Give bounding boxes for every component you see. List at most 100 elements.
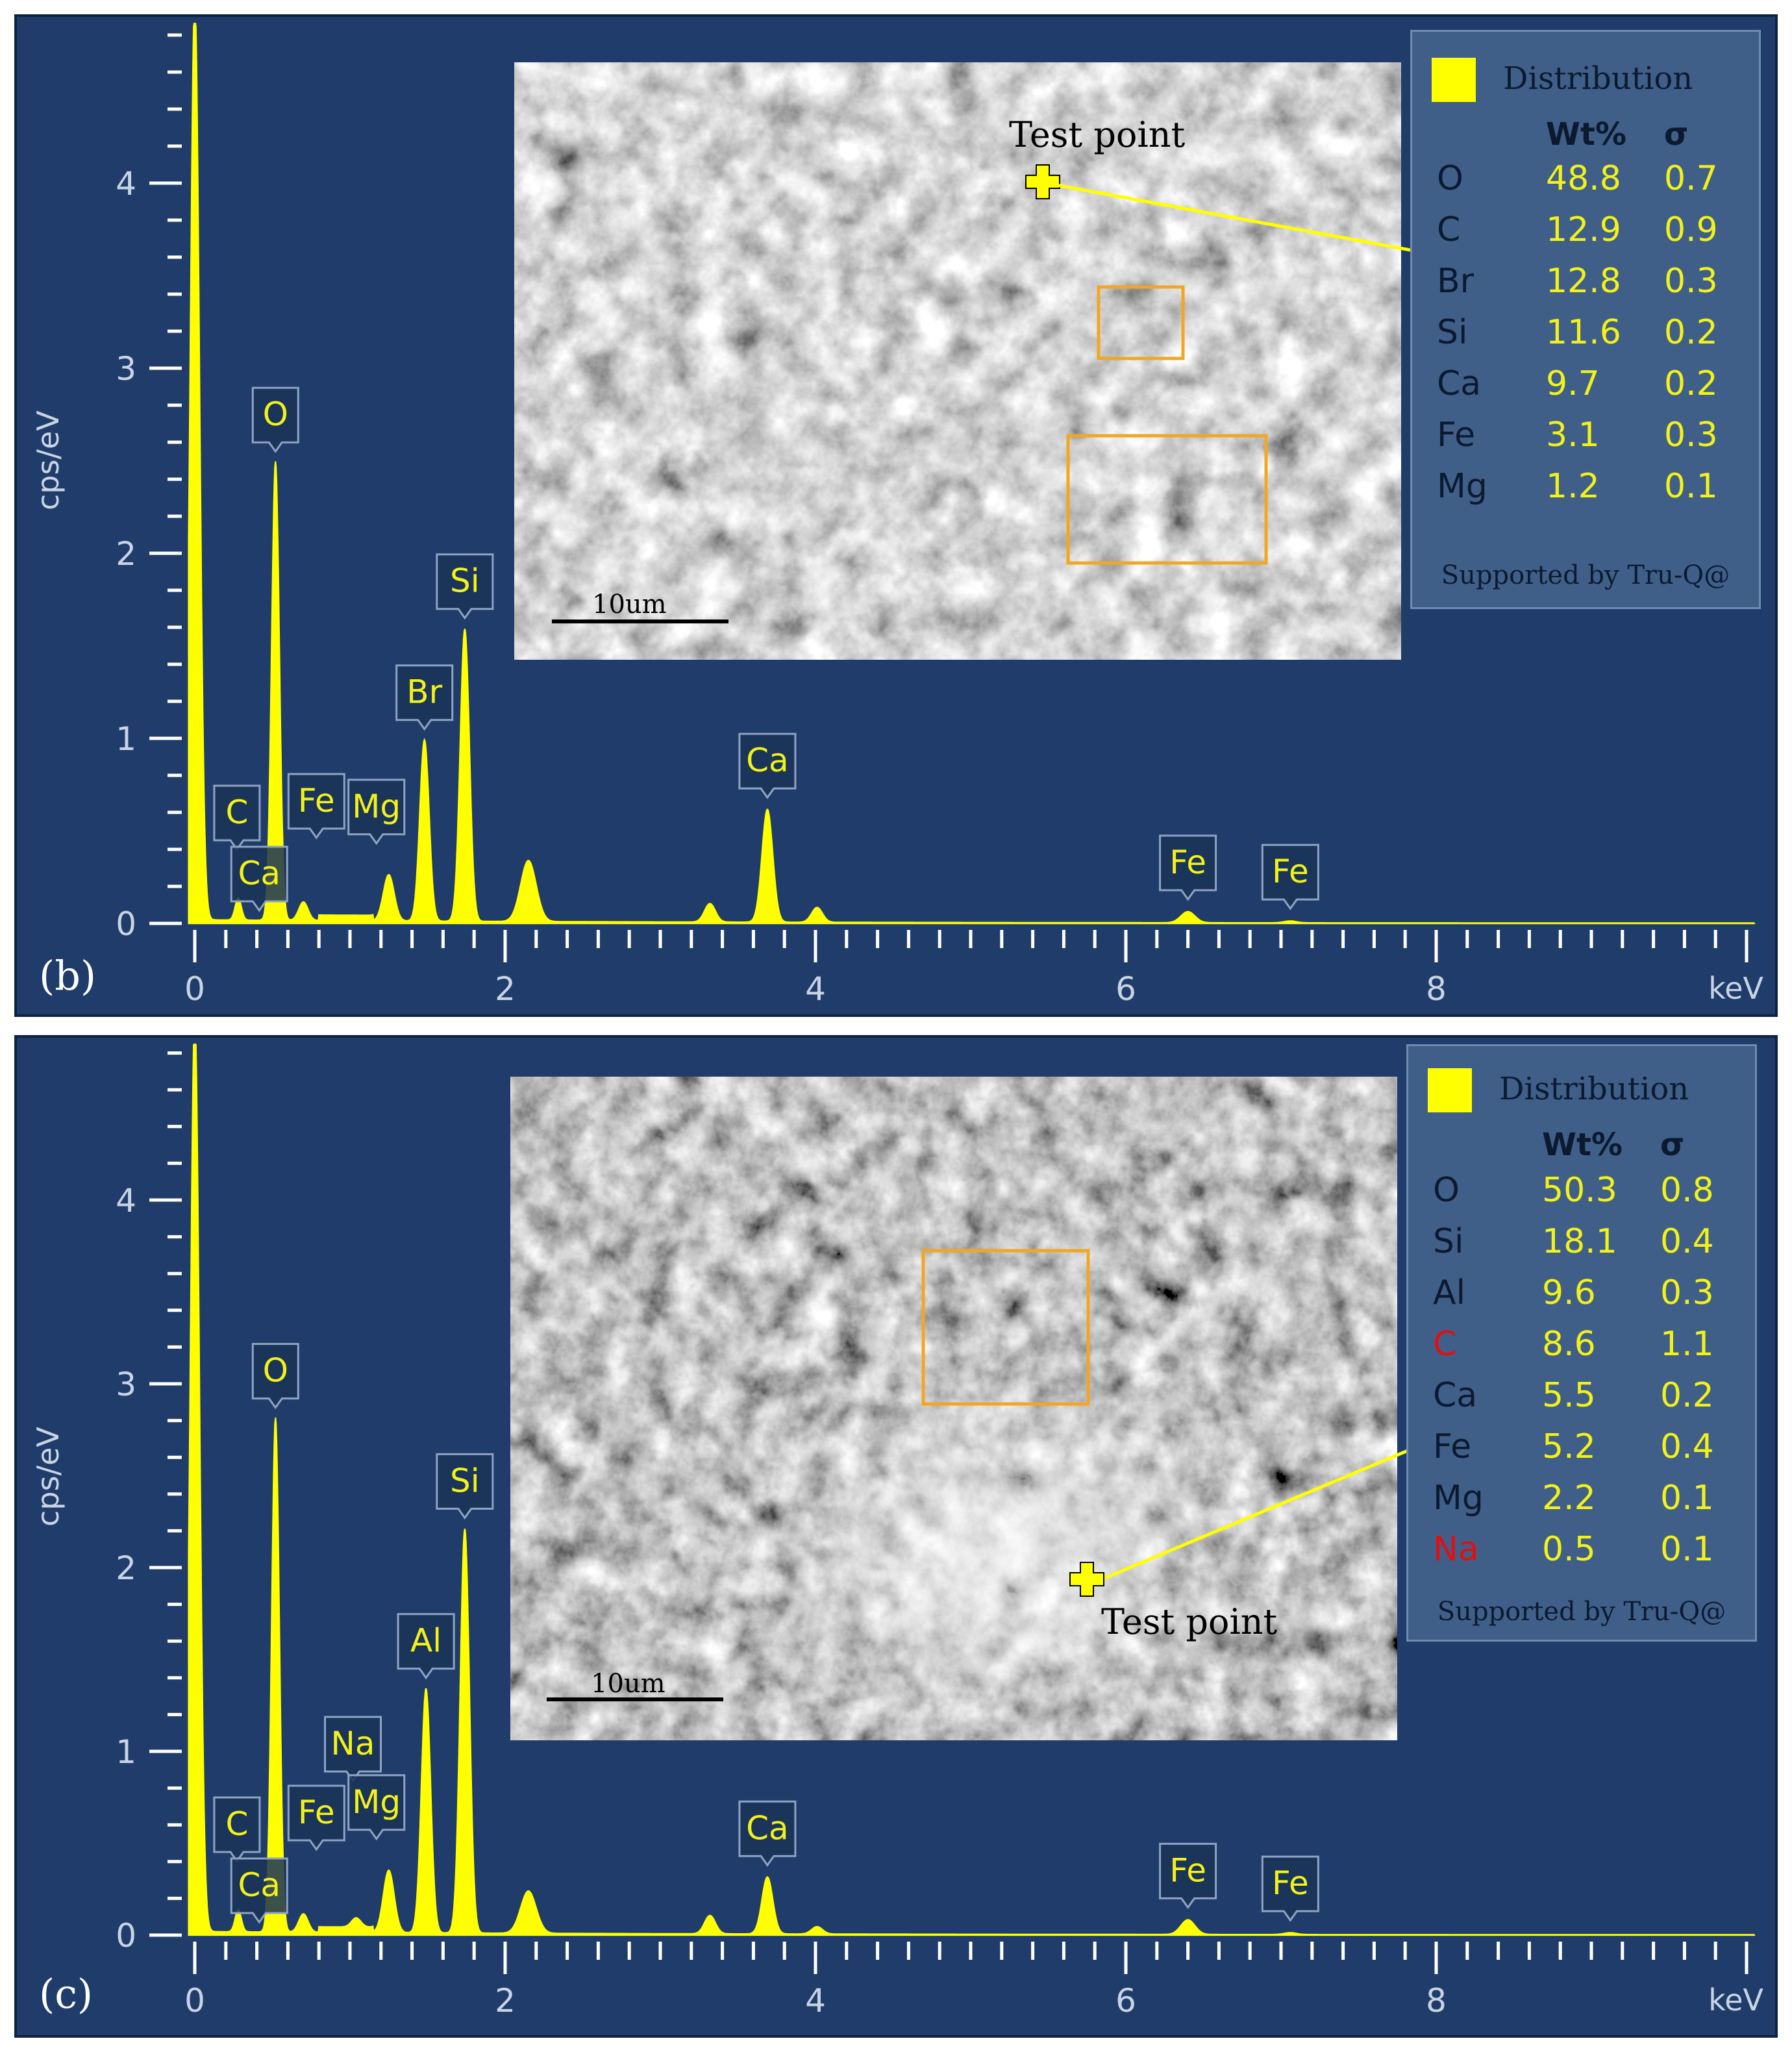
scale-label: 10um	[591, 1669, 666, 1699]
peak-label-c: C	[213, 784, 261, 851]
legend-label: Distribution	[1503, 60, 1693, 97]
callout-box	[251, 386, 299, 453]
peak-label-c: C	[213, 1796, 261, 1863]
callout-text: Mg	[352, 788, 401, 825]
peak-label-al: Al	[397, 1613, 455, 1680]
scale-bar	[547, 1697, 723, 1701]
eds-panel-c: 0 1 2 3 4 cps/eV 0 2 4 6 8 keV O C Ca Fe Na Mg Al Si Ca Fe Fe …	[14, 1035, 1778, 2038]
x-tick-label: 8	[1426, 1982, 1447, 2020]
peak-label-fe: Fe	[1159, 1842, 1217, 1909]
callout-box	[1261, 1855, 1319, 1922]
callout-text: Ca	[238, 855, 280, 892]
highlight-box	[921, 1249, 1090, 1406]
y-tick-label: 1	[116, 1733, 136, 1771]
table-row: Fe 3.1 0.3	[1412, 416, 1759, 465]
callout-text: Mg	[352, 1783, 401, 1821]
wt-cell: 8.6	[1542, 1325, 1596, 1364]
callout-text: Ca	[746, 1809, 789, 1847]
test-point-label: Test point	[1101, 1601, 1278, 1642]
col-header-sigma: σ	[1660, 1127, 1685, 1163]
wt-cell: 9.6	[1542, 1273, 1596, 1312]
eds-panel-b: 0 1 2 3 4 cps/eV 0 2 4 6 8 keV O C Ca Fe Mg Br Si Ca Fe Fe (b…	[14, 14, 1778, 1017]
callout-text: Fe	[298, 1794, 335, 1831]
callout-text: O	[263, 1352, 288, 1390]
wt-cell: 0.5	[1542, 1530, 1596, 1569]
element-cell: Fe	[1437, 416, 1476, 455]
callout-box	[395, 664, 454, 731]
y-tick-label: 0	[116, 905, 136, 943]
table-row: Mg 1.2 0.1	[1412, 467, 1759, 516]
test-point-marker	[1025, 164, 1060, 199]
test-point-label: Test point	[1009, 114, 1186, 155]
peak-label-o: O	[251, 1343, 299, 1410]
callout-box	[436, 1453, 494, 1520]
callout-text: Ca	[746, 742, 789, 779]
callout-text: Fe	[1272, 853, 1309, 890]
table-row: Fe 5.2 0.4	[1408, 1427, 1755, 1477]
element-cell: Si	[1433, 1222, 1464, 1261]
callout-box	[230, 1857, 288, 1924]
peak-label-fe: Fe	[1261, 844, 1319, 910]
peak-label-br: Br	[395, 664, 454, 731]
table-row: Br 12.8 0.3	[1412, 262, 1759, 311]
sigma-cell: 0.3	[1664, 262, 1718, 301]
peak-label-si: Si	[436, 1453, 494, 1520]
peak-label-ca: Ca	[230, 1857, 288, 1924]
wt-cell: 1.2	[1546, 467, 1600, 506]
table-row: Si 18.1 0.4	[1408, 1222, 1755, 1271]
element-cell: Ca	[1437, 364, 1482, 403]
table-row: Na 0.5 0.1	[1408, 1530, 1755, 1579]
panel-label: (c)	[39, 1970, 93, 2018]
wt-cell: 48.8	[1546, 159, 1621, 198]
y-tick-label: 2	[116, 535, 136, 573]
callout-text: Na	[331, 1725, 375, 1762]
callout-text: Si	[450, 562, 480, 600]
peak-label-fe: Fe	[287, 773, 345, 840]
sigma-cell: 0.1	[1664, 467, 1718, 506]
callout-box	[738, 732, 797, 799]
sigma-cell: 0.2	[1664, 364, 1718, 403]
table-row: Mg 2.2 0.1	[1408, 1479, 1755, 1528]
callout-text: Si	[450, 1462, 480, 1499]
wt-cell: 11.6	[1546, 313, 1621, 352]
sigma-cell: 1.1	[1660, 1325, 1714, 1364]
wt-cell: 12.8	[1546, 262, 1621, 301]
peak-label-o: O	[251, 386, 299, 453]
peak-label-si: Si	[436, 553, 494, 620]
element-cell: Na	[1433, 1530, 1479, 1569]
y-tick-label: 3	[116, 350, 136, 388]
callout-box	[436, 553, 494, 620]
col-header-wt: Wt%	[1542, 1127, 1623, 1163]
support-label: Supported by Tru-Q@	[1437, 1597, 1726, 1627]
sigma-cell: 0.3	[1660, 1273, 1714, 1312]
highlight-box	[1097, 285, 1185, 360]
x-tick-label: 4	[805, 970, 826, 1008]
wt-cell: 3.1	[1546, 416, 1600, 455]
y-tick-label: 4	[116, 165, 136, 203]
table-row: C 8.6 1.1	[1408, 1325, 1755, 1374]
x-tick-label: 6	[1115, 970, 1136, 1008]
x-tick-label: 2	[495, 1982, 516, 2020]
element-cell: Mg	[1433, 1479, 1484, 1518]
peak-label-ca: Ca	[738, 1800, 797, 1867]
peak-label-fe: Fe	[287, 1784, 345, 1851]
peak-label-mg: Mg	[347, 1774, 406, 1841]
x-tick-label: 2	[495, 970, 516, 1008]
callout-text: C	[225, 794, 248, 831]
callout-box	[287, 1784, 345, 1851]
element-cell: Br	[1437, 262, 1475, 301]
col-header-wt: Wt%	[1546, 116, 1626, 153]
callout-text: Fe	[1169, 844, 1206, 881]
y-tick-label: 1	[116, 720, 136, 758]
y-axis: 0 1 2 3 4 cps/eV	[31, 1051, 182, 1955]
callout-box	[1159, 1842, 1217, 1909]
table-row: Al 9.6 0.3	[1408, 1273, 1755, 1323]
element-cell: O	[1437, 159, 1463, 198]
sigma-cell: 0.9	[1664, 210, 1718, 249]
y-axis-label: cps/eV	[31, 410, 66, 510]
table-row: C 12.9 0.9	[1412, 210, 1759, 260]
x-tick-label: 0	[184, 970, 205, 1008]
callout-box	[1159, 834, 1217, 901]
element-cell: Mg	[1437, 467, 1487, 506]
x-tick-label: 6	[1115, 1982, 1136, 2020]
